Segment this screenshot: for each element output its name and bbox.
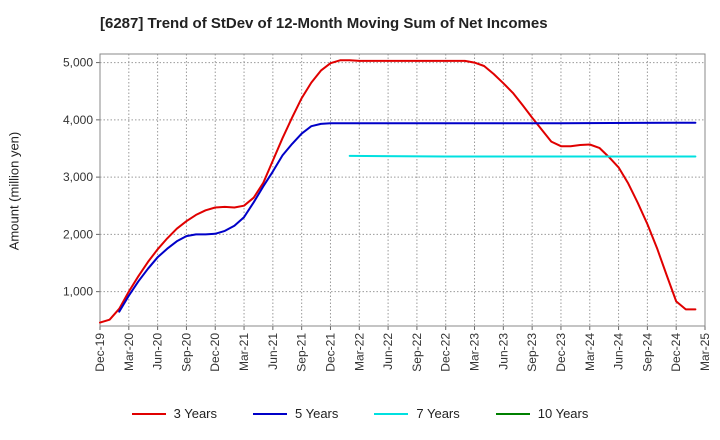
x-tick-label: Dec-19 [93, 333, 107, 372]
x-tick-label: Mar-22 [352, 333, 366, 371]
x-tick-label: Mar-21 [237, 333, 251, 371]
y-tick-label: 2,000 [63, 227, 93, 241]
y-tick-label: 3,000 [63, 170, 93, 184]
x-tick-label: Dec-22 [439, 333, 453, 372]
plot-frame [99, 53, 706, 327]
series-line-3-years [99, 59, 697, 324]
legend-label-5-years: 5 Years [295, 406, 339, 421]
x-tick-label: Jun-24 [612, 333, 626, 370]
legend-label-10-years: 10 Years [537, 406, 589, 421]
x-tick-label: Mar-20 [122, 333, 136, 371]
x-tick-label: Dec-20 [208, 333, 222, 372]
legend-label-7-years: 7 Years [416, 406, 460, 421]
series-line-7-years [348, 154, 697, 158]
x-tick-label: Dec-23 [554, 333, 568, 372]
y-tick-label: 4,000 [63, 113, 93, 127]
grid [99, 54, 706, 326]
x-tick-label: Sep-24 [640, 333, 654, 372]
y-tick-label: 1,000 [63, 285, 93, 299]
legend-label-3-years: 3 Years [173, 406, 217, 421]
x-tick-label: Sep-23 [525, 333, 539, 372]
x-tick-label: Sep-21 [295, 333, 309, 372]
legend-item-7-years[interactable]: 7 Years [374, 406, 460, 421]
x-tick-label: Mar-23 [468, 333, 482, 371]
x-tick-label: Jun-21 [266, 333, 280, 370]
x-tick-label: Mar-24 [583, 333, 597, 371]
legend-swatch-3-years [131, 412, 166, 415]
x-tick-label: Dec-21 [323, 333, 337, 372]
x-tick-label: Sep-20 [179, 333, 193, 372]
x-tick-label: Dec-24 [669, 333, 683, 372]
y-tick-label: 5,000 [63, 56, 93, 70]
legend-swatch-5-years [253, 412, 287, 415]
legend-item-10-years[interactable]: 10 Years [495, 406, 589, 421]
legend-item-3-years[interactable]: 3 Years [131, 406, 217, 421]
series-line-5-years [118, 121, 697, 313]
x-tick-label: Sep-22 [410, 333, 424, 372]
x-tick-label: Mar-25 [698, 333, 712, 371]
legend-item-5-years[interactable]: 5 Years [253, 406, 338, 421]
legend-swatch-10-years [495, 412, 530, 415]
legend-swatch-7-years [374, 412, 409, 415]
series-lines [99, 59, 697, 324]
x-tick-label: Jun-20 [151, 333, 165, 370]
x-tick-label: Jun-23 [496, 333, 510, 370]
axes: Dec-19 Mar-20 Jun-20 Sep-20 Dec-20 Mar-21 Jun-… [63, 53, 712, 372]
x-tick-label: Jun-22 [381, 333, 395, 370]
legend: 3 Years 5 Years 7 Years 10 Years [0, 406, 720, 421]
chart-title: [6287] Trend of StDev of 12-Month Moving… [100, 15, 548, 32]
